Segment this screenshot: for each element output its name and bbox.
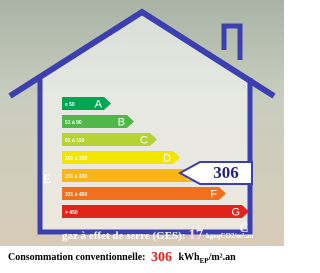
footer-value: 306 xyxy=(151,250,172,265)
ges-value: 17 xyxy=(188,227,204,243)
ges-unit: kgeqCO2/m².an xyxy=(206,232,254,240)
footer-unit-tail: /m².an xyxy=(208,252,237,263)
class-letter: B xyxy=(118,116,125,128)
class-range: ≤ 50 xyxy=(65,102,75,108)
class-range: 51 à 90 xyxy=(65,120,82,126)
class-letter: F xyxy=(210,188,217,200)
footer-label: Consommation conventionnelle: xyxy=(8,252,146,263)
class-bar xyxy=(62,205,249,218)
class-letter: D xyxy=(163,152,171,164)
class-range: 231 à 330 xyxy=(65,174,87,180)
class-range: 151 à 230 xyxy=(65,156,87,162)
class-range: > 450 xyxy=(65,210,78,216)
class-letter: C xyxy=(140,134,148,146)
page: ≤ 50 A 51 à 90 B 91 à 150 C 151 à 230 D 231 à 33… xyxy=(0,0,284,268)
ges-label: gaz à effet de serre (GES): xyxy=(62,230,186,242)
class-range: 331 à 450 xyxy=(65,192,87,198)
class-letter: G xyxy=(231,206,240,218)
footer-unit: kWh xyxy=(179,252,201,263)
class-letter: A xyxy=(95,98,103,110)
class-range: 91 à 150 xyxy=(65,138,85,144)
energy-label: ≤ 50 A 51 à 90 B 91 à 150 C 151 à 230 D 231 à 33… xyxy=(0,0,284,268)
indicator-value: 306 xyxy=(213,163,239,182)
left-label: E xyxy=(43,171,52,186)
